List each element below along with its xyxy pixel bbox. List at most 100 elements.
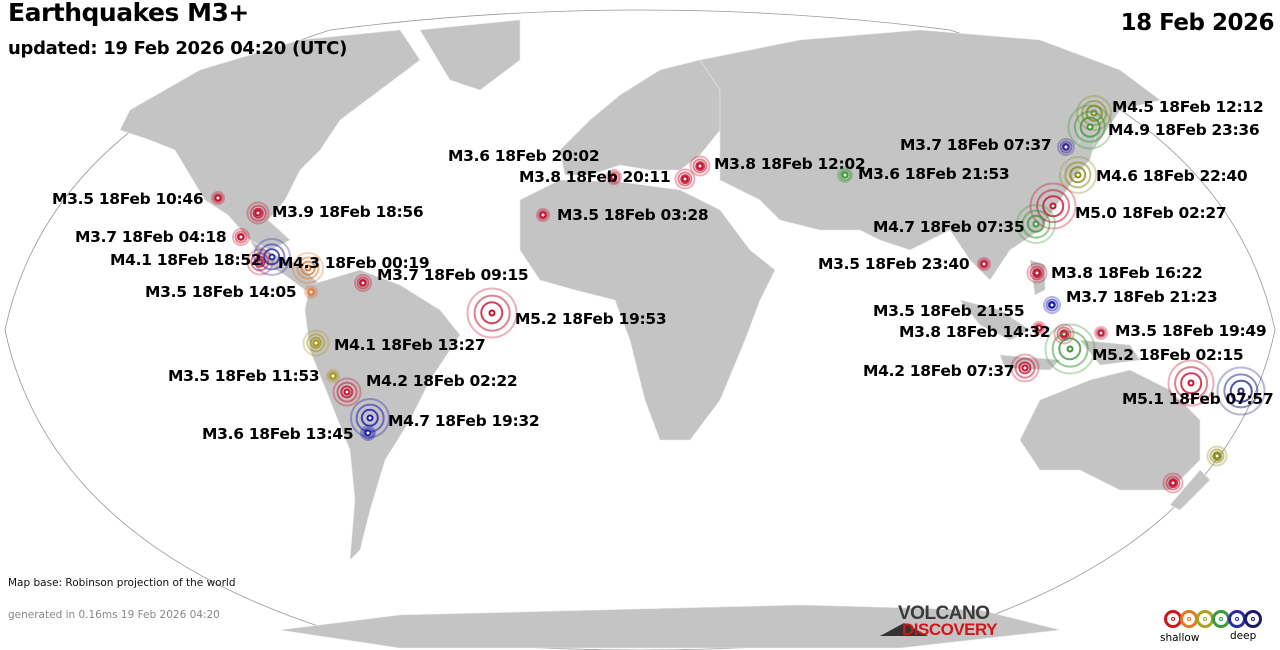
quake-ring-icon	[1165, 475, 1181, 491]
quake-ring-icon	[677, 171, 693, 187]
map-base-note: Map base: Robinson projection of the wor…	[8, 577, 236, 589]
quake-ring-icon	[837, 167, 853, 183]
quake-ring-icon	[253, 238, 291, 276]
quake-ring-icon	[1026, 262, 1048, 284]
quake-ring-icon	[692, 158, 708, 174]
quake-ring-icon	[1162, 472, 1184, 494]
logo-line-discovery: DISCOVERY	[902, 620, 998, 639]
page-title: Earthquakes M3+	[8, 0, 249, 27]
quake-ring-icon	[356, 276, 370, 290]
quake-ring-icon	[610, 173, 618, 181]
quake-label: M3.5 18Feb 21:55	[873, 302, 1025, 320]
quake-ring-icon	[1032, 220, 1040, 228]
depth-legend: shallow deep	[1160, 610, 1270, 648]
quake-ring-icon	[1064, 161, 1092, 189]
quake-label: M3.8 18Feb 14:32	[899, 323, 1051, 341]
quake-ring-icon	[1035, 324, 1043, 332]
quake-ring-icon	[1094, 326, 1108, 340]
quake-ring-icon	[606, 169, 622, 185]
quake-ring-icon	[252, 207, 264, 219]
quake-ring-icon	[1062, 143, 1070, 151]
quake-ring-icon	[343, 388, 351, 396]
quake-label: M4.9 18Feb 23:36	[1108, 121, 1260, 139]
quake-ring-icon	[1051, 330, 1089, 368]
quake-label: M3.8 18Feb 16:22	[1051, 264, 1203, 282]
quake-ring-icon	[488, 309, 496, 317]
quake-ring-icon	[246, 201, 270, 225]
quake-label: M3.5 18Feb 19:49	[1115, 322, 1267, 340]
quake-ring-icon	[537, 209, 549, 221]
quake-ring-icon	[1213, 452, 1221, 460]
quake-ring-icon	[263, 248, 281, 266]
quake-ring-icon	[1029, 265, 1045, 281]
quake-label: M4.2 18Feb 02:22	[366, 372, 518, 390]
quake-ring-icon	[539, 211, 547, 219]
quake-label: M5.2 18Feb 19:53	[515, 310, 667, 328]
quake-ring-icon	[1073, 110, 1107, 144]
quake-label: M3.6 18Feb 13:45	[202, 425, 354, 443]
quake-ring-icon	[1216, 366, 1266, 416]
quake-ring-icon	[340, 385, 354, 399]
quake-label: M3.5 18Feb 11:53	[168, 367, 320, 385]
quake-ring-icon	[841, 171, 849, 179]
quake-ring-icon	[1074, 171, 1082, 179]
quake-label: M3.6 18Feb 20:02	[448, 147, 600, 165]
quake-label: M5.0 18Feb 02:27	[1075, 204, 1227, 222]
quake-ring-icon	[1043, 296, 1061, 314]
depth-ring-icon	[1244, 610, 1262, 628]
quake-ring-icon	[1018, 361, 1032, 375]
quake-label: M4.1 18Feb 18:52	[110, 251, 262, 269]
quake-label: M3.9 18Feb 18:56	[272, 203, 424, 221]
quake-ring-icon	[696, 162, 704, 170]
volcano-discovery-logo[interactable]: VOLCANO DISCOVERY	[880, 603, 1030, 639]
quake-ring-icon	[1033, 322, 1045, 334]
quake-ring-icon	[1206, 445, 1228, 467]
quake-ring-icon	[360, 425, 376, 441]
quake-ring-icon	[1066, 345, 1074, 353]
quake-ring-icon	[1021, 209, 1051, 239]
quake-ring-icon	[296, 256, 320, 280]
quake-ring-icon	[254, 209, 262, 217]
quake-label: M4.7 18Feb 19:32	[388, 412, 540, 430]
quake-ring-icon	[695, 161, 705, 171]
quake-ring-icon	[1168, 478, 1178, 488]
quake-ring-icon	[302, 329, 330, 357]
quake-ring-icon	[1086, 123, 1094, 131]
landmasses	[119, 19, 1211, 649]
quake-ring-icon	[211, 191, 225, 205]
quake-ring-icon	[332, 377, 362, 407]
quake-ring-icon	[536, 208, 550, 222]
quake-label: M3.7 18Feb 07:37	[900, 136, 1052, 154]
quake-ring-icon	[249, 204, 267, 222]
quake-ring-icon	[1057, 138, 1075, 156]
quake-ring-icon	[258, 243, 286, 271]
quake-ring-icon	[359, 279, 367, 287]
quake-ring-icon	[1067, 104, 1113, 150]
quake-ring-icon	[1229, 379, 1253, 403]
quake-ring-icon	[680, 174, 690, 184]
quake-ring-icon	[839, 169, 851, 181]
quake-ring-icon	[304, 264, 312, 272]
quake-ring-icon	[1033, 269, 1041, 277]
volcano-icon	[880, 623, 928, 636]
quake-label: M3.8 18Feb 20:11	[519, 168, 671, 186]
quake-label: M5.1 18Feb 07:57	[1122, 390, 1274, 408]
quake-label: M3.5 18Feb 23:40	[818, 255, 970, 273]
quake-label: M4.5 18Feb 12:12	[1112, 98, 1264, 116]
quake-ring-icon	[214, 194, 222, 202]
quake-ring-icon	[305, 286, 317, 298]
quake-ring-icon	[1058, 337, 1082, 361]
quake-label: M5.2 18Feb 02:15	[1092, 346, 1244, 364]
quake-ring-icon	[1167, 359, 1215, 407]
legend-shallow-label: shallow	[1160, 632, 1200, 644]
quake-ring-icon	[309, 336, 323, 350]
quake-ring-icon	[1223, 373, 1259, 409]
quake-label: M3.7 18Feb 21:23	[1066, 288, 1218, 306]
quake-ring-icon	[1010, 353, 1040, 383]
quake-ring-icon	[292, 252, 324, 284]
quake-ring-icon	[1048, 301, 1056, 309]
quake-ring-icon	[681, 175, 689, 183]
quake-ring-icon	[466, 287, 518, 339]
quake-ring-icon	[329, 372, 337, 380]
quake-label: M4.6 18Feb 22:40	[1096, 167, 1248, 185]
